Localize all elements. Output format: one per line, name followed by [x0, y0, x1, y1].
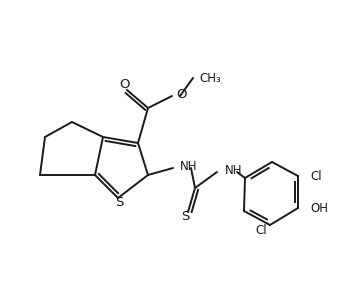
Text: CH₃: CH₃ — [199, 72, 221, 85]
Text: OH: OH — [310, 201, 328, 214]
Text: Cl: Cl — [310, 169, 321, 182]
Text: NH: NH — [180, 160, 198, 174]
Text: S: S — [181, 210, 189, 223]
Text: S: S — [115, 197, 123, 210]
Text: O: O — [176, 88, 187, 101]
Text: NH: NH — [225, 165, 242, 178]
Text: Cl: Cl — [255, 224, 267, 237]
Text: O: O — [119, 79, 129, 92]
